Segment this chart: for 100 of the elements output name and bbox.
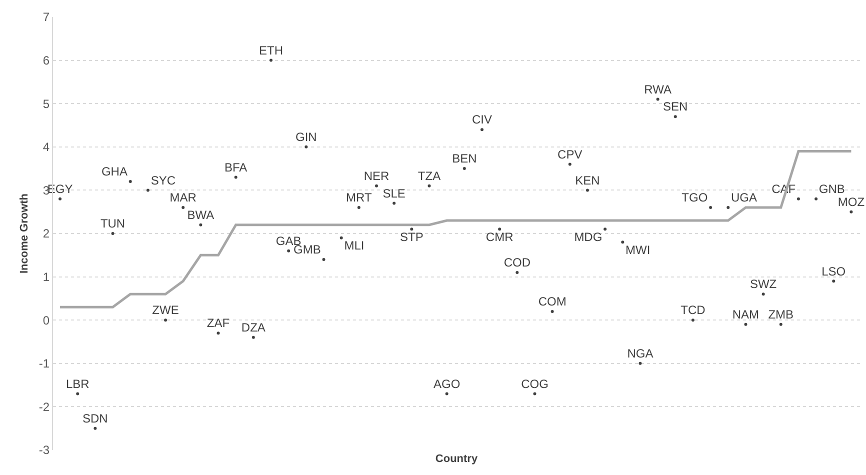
data-label: SDN <box>82 411 108 426</box>
point <box>462 167 466 170</box>
point <box>199 223 202 226</box>
data-label: EGY <box>47 182 73 196</box>
point <box>674 115 677 118</box>
data-label: NAM <box>732 308 760 322</box>
point <box>182 206 185 210</box>
data-label: COG <box>521 376 548 391</box>
data-label: TZA <box>418 168 441 183</box>
point <box>357 206 360 210</box>
data-label: LBR <box>66 376 90 391</box>
data-label: ETH <box>259 43 284 58</box>
data-label: MWI <box>626 243 650 258</box>
y-tick-label: 7 <box>42 10 50 24</box>
point <box>516 270 519 274</box>
data-label: GHA <box>101 164 128 179</box>
point <box>762 292 765 296</box>
data-label: CPV <box>558 147 582 162</box>
point <box>744 322 748 326</box>
data-label: UGA <box>731 190 758 205</box>
point <box>287 249 290 252</box>
y-tick-label: -3 <box>38 443 50 458</box>
data-label: ZWE <box>152 303 179 318</box>
data-label: SWZ <box>750 277 777 292</box>
data-label: BFA <box>224 160 248 174</box>
point <box>726 206 730 210</box>
point <box>832 280 836 283</box>
y-tick-label: 6 <box>42 54 50 68</box>
point <box>270 58 273 62</box>
point <box>656 98 660 101</box>
point <box>428 184 431 188</box>
point <box>445 392 448 396</box>
data-label: MOZ <box>838 194 865 209</box>
point <box>814 197 818 200</box>
point <box>340 236 343 240</box>
point <box>216 332 220 335</box>
x-axis-title: Country <box>435 453 478 466</box>
data-label: TGO <box>682 190 708 205</box>
point <box>550 310 554 313</box>
data-label: STP <box>400 230 424 244</box>
y-tick-label: -1 <box>38 356 50 371</box>
data-label: MAR <box>170 190 197 205</box>
data-label: ZAF <box>206 316 230 330</box>
point <box>128 180 132 184</box>
data-label: SYC <box>150 173 176 188</box>
data-label: COM <box>538 294 566 309</box>
point <box>796 197 800 200</box>
point <box>164 318 168 322</box>
point <box>568 162 572 166</box>
point <box>498 228 502 231</box>
data-label: TUN <box>100 216 126 231</box>
point <box>252 336 255 339</box>
data-label: LSO <box>822 264 846 278</box>
data-label: SEN <box>663 100 688 114</box>
y-tick-label: 0 <box>42 313 50 328</box>
y-tick-label: 5 <box>42 96 50 111</box>
point <box>111 232 114 235</box>
point <box>410 228 414 231</box>
data-label: NGA <box>627 346 654 361</box>
y-tick-label: 2 <box>42 226 50 241</box>
point <box>621 240 624 244</box>
point <box>304 145 308 148</box>
data-label: BEN <box>452 152 477 166</box>
data-label: DZA <box>241 320 266 335</box>
data-label: NER <box>364 168 390 183</box>
data-label: RWA <box>644 82 672 96</box>
point <box>480 128 484 132</box>
data-label: CMR <box>486 230 514 244</box>
point <box>322 258 326 261</box>
data-label: BWA <box>187 208 214 222</box>
point <box>691 318 694 322</box>
y-tick-label: 4 <box>42 140 50 154</box>
y-tick-label: 1 <box>42 270 50 284</box>
point <box>146 188 150 192</box>
point <box>586 188 589 192</box>
point <box>76 392 80 396</box>
data-label: COD <box>504 256 531 270</box>
data-label: SLE <box>382 186 406 200</box>
data-label: KEN <box>575 173 600 188</box>
data-label: MRT <box>346 190 372 205</box>
point <box>58 197 62 200</box>
point <box>709 206 712 210</box>
data-label: TCD <box>680 303 706 318</box>
data-label: AGO <box>433 376 460 391</box>
y-tick-label: -2 <box>38 400 50 414</box>
data-label: CIV <box>472 112 492 127</box>
point <box>638 362 642 365</box>
point <box>375 184 378 188</box>
point <box>392 202 396 205</box>
point <box>850 210 853 214</box>
data-label: ZMB <box>768 308 794 322</box>
data-label: GIN <box>296 130 317 144</box>
data-label: MLI <box>344 238 364 253</box>
data-label: MDG <box>574 230 602 244</box>
point <box>533 392 536 396</box>
point <box>604 228 607 231</box>
point <box>234 176 238 179</box>
point <box>779 322 782 326</box>
y-axis-title: Income Growth <box>18 193 31 274</box>
data-label: GNB <box>818 182 845 196</box>
